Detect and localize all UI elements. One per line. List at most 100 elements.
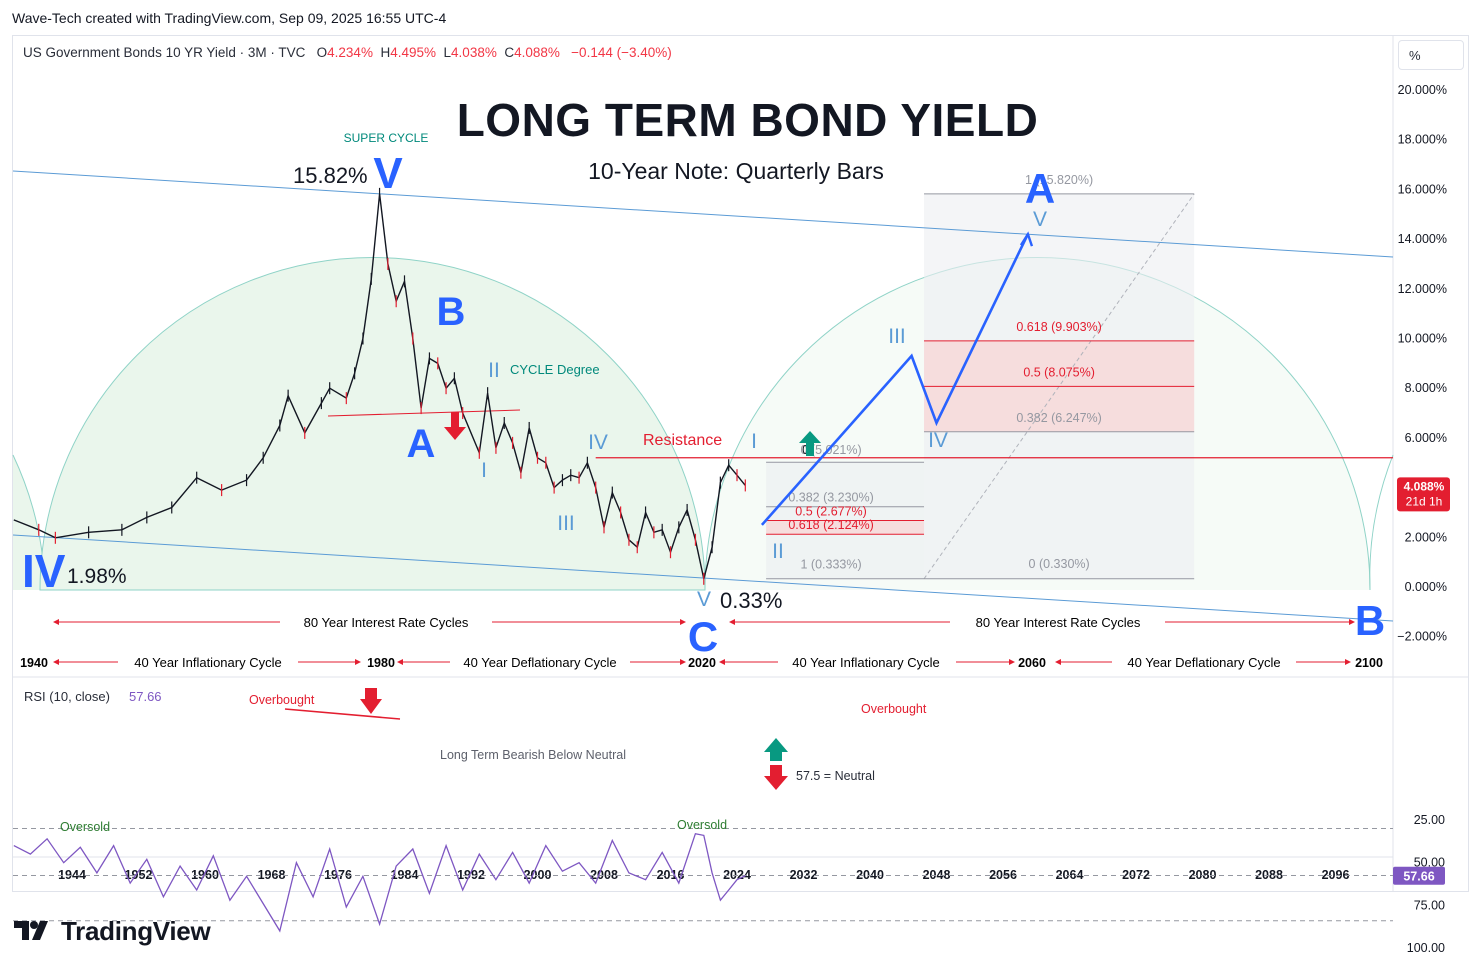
rsi-y-tick-label: 25.00 xyxy=(1414,813,1445,827)
fib-short-golden-zone xyxy=(766,520,925,535)
future-wave-a: A xyxy=(1025,165,1055,212)
cycle-degree-label: CYCLE Degree xyxy=(510,362,600,377)
change-value: −0.144 (−3.40%) xyxy=(571,45,672,60)
bottom-value: 0.33% xyxy=(720,588,782,613)
close-value: 4.088% xyxy=(514,45,560,60)
rsi-current-tag-label: 57.66 xyxy=(1403,870,1434,884)
fib-long-label: 0.618 (9.903%) xyxy=(1016,320,1101,334)
last-price-tag xyxy=(1397,477,1450,512)
tradingview-logo[interactable]: TradingView xyxy=(14,915,211,946)
rsi-oversold-2: Oversold xyxy=(677,818,727,832)
resistance-label: Resistance xyxy=(643,432,722,449)
wave-c: C xyxy=(688,613,718,660)
wave-b: B xyxy=(437,290,466,334)
phase-4: 40 Year Deflationary Cycle xyxy=(1127,655,1280,670)
x-tick-label: 1944 xyxy=(58,868,86,882)
year-2100: 2100 xyxy=(1355,656,1383,670)
cycle-80y-second: 80 Year Interest Rate Cycles xyxy=(976,615,1141,630)
future-wave-iii: III xyxy=(888,325,906,348)
rsi-arrows xyxy=(284,688,788,790)
rsi-y-tick-label: 75.00 xyxy=(1414,898,1445,912)
y-tick-label: 20.000% xyxy=(1398,83,1447,97)
wave-v-bottom: V xyxy=(697,588,711,611)
chart-frame xyxy=(12,35,1469,892)
fib-short-label: 0.618 (2.124%) xyxy=(788,518,873,532)
fib-long-label: 0 (0.330%) xyxy=(1029,557,1090,571)
phase-1: 40 Year Inflationary Cycle xyxy=(134,655,281,670)
tradingview-logo-icon xyxy=(14,921,48,940)
cycle-annotations: 80 Year Interest Rate Cycles 80 Year Int… xyxy=(20,615,1383,670)
wave-iii: III xyxy=(557,512,575,535)
super-cycle-label: SUPER CYCLE xyxy=(344,131,429,145)
wave-i: I xyxy=(481,459,487,482)
rsi-labels: RSI (10, close) 57.66 Overbought Overbou… xyxy=(24,689,927,834)
x-tick-label: 2072 xyxy=(1122,868,1150,882)
peak-value: 15.82% xyxy=(293,163,368,188)
x-tick-label: 1952 xyxy=(125,868,153,882)
year-1980: 1980 xyxy=(367,656,395,670)
y-tick-label: 0.000% xyxy=(1405,580,1447,594)
green-up-arrow xyxy=(799,431,821,456)
fib-long-label: 1 (15.820%) xyxy=(1025,173,1093,187)
neckline xyxy=(327,409,521,417)
red-down-arrow xyxy=(444,412,466,440)
price-series-line xyxy=(13,193,746,579)
wave-iv: IV xyxy=(588,431,608,454)
rsi-series-line xyxy=(13,832,746,933)
x-tick-label: 2088 xyxy=(1255,868,1283,882)
fib-long-diagonal xyxy=(923,193,1195,580)
rsi-y-tick-label: 100.00 xyxy=(1407,941,1445,955)
future-wave-iv: IV xyxy=(928,429,948,452)
x-tick-label: 2096 xyxy=(1322,868,1350,882)
rsi-oversold-1: Oversold xyxy=(60,820,110,834)
fib-long-label: 0.382 (6.247%) xyxy=(1016,411,1101,425)
percent-scale-button[interactable]: % xyxy=(1398,40,1464,70)
close-label: C xyxy=(504,45,515,60)
y-tick-label: 12.000% xyxy=(1398,282,1447,296)
rsi-overbought-1: Overbought xyxy=(249,693,315,707)
phase-2: 40 Year Deflationary Cycle xyxy=(463,655,616,670)
open-label: O xyxy=(316,45,328,60)
rsi-overbought-2: Overbought xyxy=(861,702,927,716)
fib-long-label: 0.5 (8.075%) xyxy=(1023,365,1095,379)
fib-short-label: 0 (5.021%) xyxy=(800,443,861,457)
low-value: 1.98% xyxy=(67,565,127,588)
chart-attribution: Wave-Tech created with TradingView.com, … xyxy=(12,10,447,26)
wave-a: A xyxy=(407,422,436,466)
wave-labels: SUPER CYCLE V 15.82% IV 1.98% B A II CYC… xyxy=(22,131,1385,660)
x-tick-label: 1992 xyxy=(457,868,485,882)
rsi-title: RSI (10, close) xyxy=(24,689,110,704)
wave-iv-low: IV xyxy=(22,545,66,597)
rsi-neutral-note: 57.5 = Neutral xyxy=(796,769,875,783)
future-wave-b: B xyxy=(1355,597,1385,644)
x-tick-label: 2048 xyxy=(923,868,951,882)
future-wave-i: I xyxy=(751,430,757,453)
y-tick-label: 18.000% xyxy=(1398,133,1447,147)
low-value: 4.038% xyxy=(451,45,497,60)
cycle-80y-first: 80 Year Interest Rate Cycles xyxy=(304,615,469,630)
y-tick-label: 2.000% xyxy=(1405,530,1447,544)
symbol-name: US Government Bonds 10 YR Yield · 3M · T… xyxy=(23,45,306,60)
low-label: L xyxy=(443,45,452,60)
year-1940: 1940 xyxy=(20,656,48,670)
last-price-countdown: 21d 1h xyxy=(1406,494,1443,508)
year-2060: 2060 xyxy=(1018,656,1046,670)
fib-short-label: 0.382 (3.230%) xyxy=(788,491,873,505)
high-label: H xyxy=(380,45,391,60)
symbol-legend[interactable]: US Government Bonds 10 YR Yield · 3M · T… xyxy=(23,45,672,60)
x-tick-label: 1968 xyxy=(258,868,286,882)
y-tick-label: 6.000% xyxy=(1405,431,1447,445)
fib-zero-mark: 0 xyxy=(802,443,809,457)
tradingview-wordmark: TradingView xyxy=(61,915,211,946)
y-tick-label: 16.000% xyxy=(1398,182,1447,196)
rsi-bearish-note: Long Term Bearish Below Neutral xyxy=(440,748,626,762)
open-value: 4.234% xyxy=(327,45,373,60)
future-wave-ii: II xyxy=(772,540,784,563)
projection-arrowhead xyxy=(1019,231,1034,247)
y-tick-label: −2.000% xyxy=(1397,630,1447,644)
year-2020: 2020 xyxy=(688,656,716,670)
fib-short-label: 1 (0.333%) xyxy=(800,558,861,572)
rsi-current: 57.66 xyxy=(129,689,162,704)
channel-upper-line xyxy=(12,170,1394,258)
